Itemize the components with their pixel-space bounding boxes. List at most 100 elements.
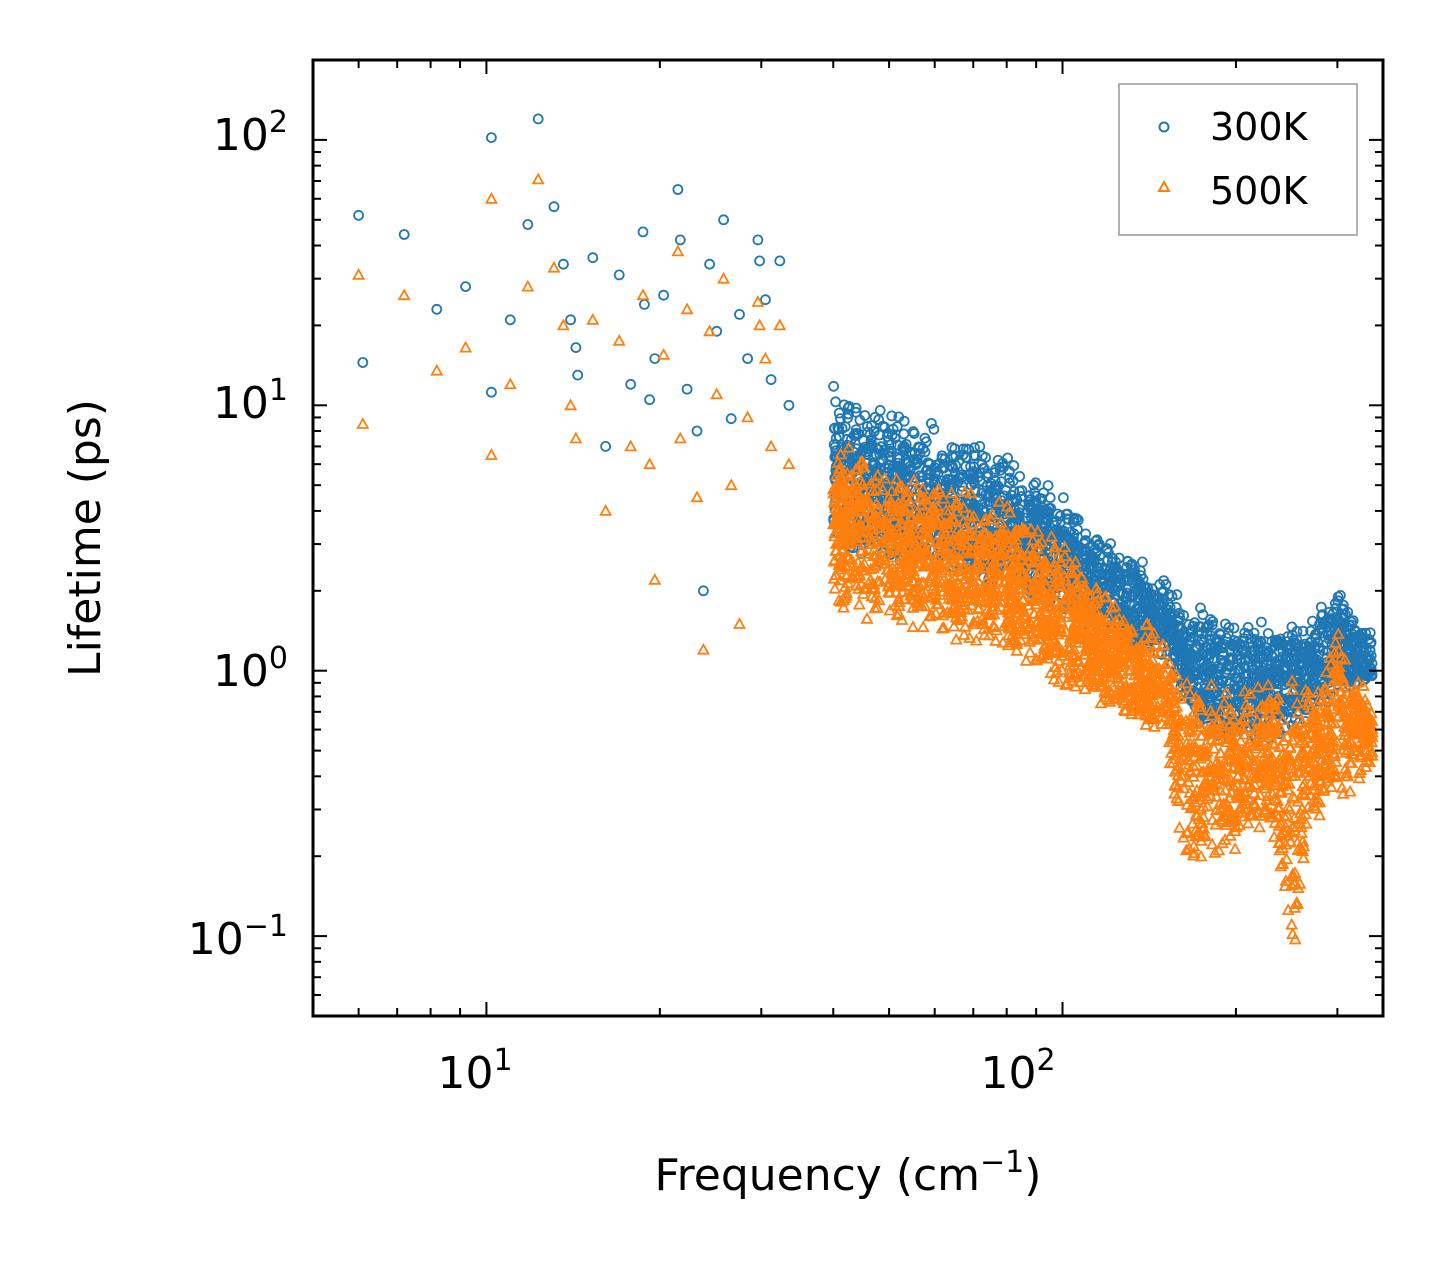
point-500k: [892, 606, 906, 619]
point-300k: [1317, 616, 1329, 628]
point-500k: [1164, 717, 1178, 730]
point-500k: [1295, 786, 1309, 799]
point-500k: [871, 550, 886, 563]
point-500k: [1217, 719, 1231, 731]
point-500k: [942, 583, 956, 595]
point-300k: [1043, 532, 1055, 544]
point-300k: [691, 425, 703, 437]
point-300k: [1135, 570, 1147, 581]
point-300k: [1042, 480, 1054, 491]
point-300k: [939, 479, 951, 491]
point-500k: [838, 506, 852, 518]
point-500k: [1072, 655, 1086, 667]
point-500k: [1163, 756, 1177, 769]
point-300k: [843, 408, 854, 420]
point-300k: [1286, 652, 1297, 664]
point-300k: [921, 464, 932, 476]
point-300k: [886, 445, 898, 457]
point-500k: [1217, 696, 1231, 709]
point-500k: [1140, 645, 1154, 658]
point-500k: [1072, 584, 1086, 597]
point-300k: [843, 400, 855, 412]
point-500k: [1021, 548, 1035, 561]
point-300k: [1175, 644, 1187, 655]
point-300k: [1256, 652, 1268, 663]
point-300k: [1139, 583, 1151, 594]
point-300k: [1332, 595, 1344, 607]
point-300k: [637, 226, 649, 238]
point-500k: [1172, 820, 1187, 833]
point-300k: [600, 440, 611, 452]
point-500k: [856, 587, 870, 599]
point-300k: [983, 489, 995, 501]
point-500k: [850, 531, 865, 544]
point-500k: [958, 619, 972, 632]
point-500k: [1134, 658, 1148, 671]
point-500k: [1111, 675, 1125, 688]
point-300k: [1292, 653, 1304, 665]
point-300k: [613, 269, 625, 281]
point-300k: [1058, 492, 1069, 504]
point-500k: [1001, 638, 1015, 651]
point-500k: [564, 398, 578, 411]
point-500k: [860, 611, 874, 624]
point-300k: [828, 422, 840, 434]
point-500k: [1254, 700, 1268, 712]
point-500k: [1269, 724, 1283, 736]
point-500k: [1204, 678, 1218, 690]
point-500k: [909, 547, 923, 559]
point-500k: [972, 557, 986, 570]
point-500k: [868, 473, 882, 486]
point-300k: [828, 380, 839, 392]
point-300k: [1242, 622, 1254, 633]
point-300k: [1305, 637, 1317, 648]
point-300k: [1041, 505, 1052, 517]
point-500k: [352, 268, 366, 280]
point-300k: [558, 258, 569, 270]
point-300k: [1166, 590, 1178, 602]
point-500k: [1312, 808, 1327, 821]
point-500k: [1190, 758, 1204, 771]
point-500k: [1249, 808, 1263, 821]
point-500k: [827, 571, 841, 584]
point-300k: [898, 428, 910, 440]
point-500k: [1194, 703, 1208, 715]
point-500k: [1291, 706, 1305, 719]
point-500k: [484, 191, 498, 204]
point-500k: [1298, 736, 1312, 749]
point-500k: [1319, 665, 1333, 677]
point-300k: [883, 451, 895, 463]
point-300k: [1052, 508, 1063, 520]
point-300k: [974, 440, 986, 452]
point-500k: [1240, 752, 1254, 765]
point-500k: [839, 588, 853, 601]
point-300k: [1214, 628, 1226, 639]
point-300k: [1218, 639, 1230, 650]
point-500k: [1356, 679, 1370, 691]
point-300k: [1005, 489, 1017, 501]
point-300k: [1351, 643, 1363, 654]
point-500k: [895, 613, 909, 625]
point-500k: [1293, 812, 1307, 824]
point-300k: [783, 399, 795, 411]
point-500k: [1024, 522, 1038, 535]
point-500k: [1286, 789, 1300, 802]
point-300k: [1034, 493, 1046, 504]
point-300k: [1228, 622, 1240, 634]
point-500k: [1223, 702, 1237, 715]
point-300k: [752, 234, 764, 246]
point-500k: [1139, 718, 1153, 730]
point-300k: [1315, 601, 1327, 613]
point-500k: [891, 527, 905, 539]
point-500k: [883, 572, 897, 585]
point-500k: [1152, 705, 1166, 718]
point-500k: [942, 539, 957, 551]
point-500k: [977, 595, 991, 607]
point-300k: [1078, 554, 1090, 565]
point-300k: [672, 184, 684, 195]
point-500k: [703, 324, 717, 337]
point-500k: [1273, 843, 1287, 856]
point-300k: [587, 252, 599, 264]
point-500k: [1293, 748, 1307, 761]
point-300k: [398, 229, 410, 240]
